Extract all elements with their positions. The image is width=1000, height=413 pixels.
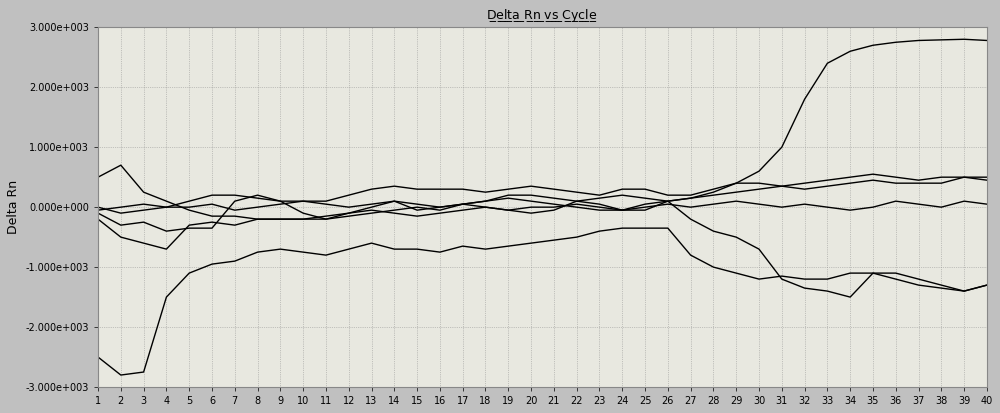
Title: D$̲$e$̲$l$̲$t$̲$a$̲$ $̲$R$̲$n$̲$ $̲$v$̲$s$̲$ $̲$C$̲$y$̲$c$̲$l$̲$e$̲$: D$̲$e$̲$l$̲$t$̲$a$̲$ $̲$R$̲$n$̲$ $̲$v$̲$… <box>486 7 599 24</box>
Y-axis label: Delta Rn: Delta Rn <box>7 180 20 234</box>
